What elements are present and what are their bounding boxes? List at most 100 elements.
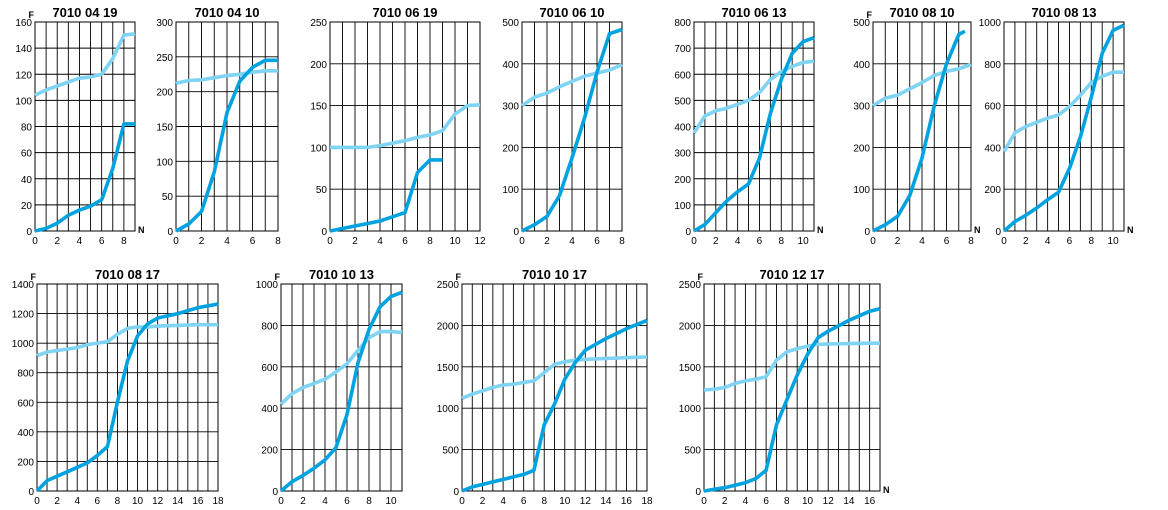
chart-title: 7010 04 19: [52, 5, 117, 20]
y-tick-label: 0: [995, 227, 1001, 238]
y-tick-label: 300: [853, 102, 870, 113]
y-tick-label: 0: [453, 487, 459, 498]
y-tick-label: 1000: [256, 280, 279, 291]
x-tick-label: 2: [54, 236, 60, 247]
y-tick-label: 400: [674, 123, 691, 134]
x-tick-label: 2: [713, 236, 719, 247]
y-tick-label: 400: [261, 404, 278, 415]
chart-title: 7010 06 19: [372, 5, 437, 20]
plot-frame: [872, 21, 972, 232]
y-tick-label: 60: [21, 149, 33, 160]
x-tick-label: 6: [944, 236, 950, 247]
y-axis-label: F: [456, 272, 462, 282]
x-tick-label: 8: [366, 496, 372, 507]
y-tick-label: 20: [21, 201, 33, 212]
x-tick-label: 2: [54, 496, 60, 507]
chart-title: 7010 08 13: [1031, 5, 1096, 20]
y-tick-label: 50: [162, 192, 174, 203]
x-tick-label: 8: [121, 236, 127, 247]
y-tick-label: 100: [674, 201, 691, 212]
y-tick-label: 0: [513, 227, 519, 238]
series-line-dark: [693, 36, 815, 233]
y-tick-label: 0: [167, 227, 173, 238]
y-tick-label: 400: [984, 143, 1001, 154]
x-axis-label: N: [1127, 225, 1134, 235]
x-tick-label: 4: [1045, 236, 1051, 247]
series-line-dark: [521, 27, 623, 233]
y-tick-label: 40: [21, 175, 33, 186]
y-tick-label: 2500: [437, 280, 460, 291]
x-tick-label: 0: [691, 236, 697, 247]
x-tick-label: 16: [864, 496, 876, 507]
y-tick-label: 80: [21, 123, 33, 134]
chart-7: 0 2 4 6 8 10 0 200 400 600 800 1000 7010 08 13 N: [979, 5, 1134, 247]
y-axis-label: F: [31, 272, 37, 282]
plot-frame: [36, 283, 219, 492]
series-line-light: [1002, 70, 1124, 153]
chart-title: 7010 12 17: [759, 267, 824, 282]
y-tick-label: 600: [984, 102, 1001, 113]
x-tick-label: 14: [172, 496, 184, 507]
x-tick-label: 0: [459, 496, 465, 507]
series-line-light: [279, 329, 403, 406]
chart-title: 7010 06 10: [539, 5, 604, 20]
y-tick-label: 0: [685, 227, 691, 238]
series-line-light: [520, 62, 623, 108]
x-tick-label: 10: [802, 496, 814, 507]
x-tick-label: 0: [327, 236, 333, 247]
series-line-dark: [872, 29, 966, 233]
chart-4: 0 2 4 6 8 0 100 200 300 400 500 7010 06 10: [502, 5, 625, 247]
x-tick-label: 6: [1067, 236, 1073, 247]
y-tick-label: 1000: [979, 18, 1002, 29]
x-tick-label: 0: [34, 496, 40, 507]
x-axis-label: N: [817, 225, 824, 235]
x-tick-label: 4: [569, 236, 575, 247]
x-tick-label: 0: [278, 496, 284, 507]
y-tick-label: 1400: [12, 280, 35, 291]
chart-title: 7010 10 13: [309, 267, 374, 282]
series-line-light: [175, 69, 278, 86]
x-tick-label: 10: [559, 496, 571, 507]
x-tick-label: 18: [212, 496, 224, 507]
x-tick-label: 0: [1001, 236, 1007, 247]
x-tick-label: 10: [385, 496, 397, 507]
y-tick-label: 400: [502, 60, 519, 71]
x-tick-label: 2: [895, 236, 901, 247]
x-tick-label: 10: [449, 236, 461, 247]
series-line-light: [872, 62, 972, 108]
y-tick-label: 1000: [437, 404, 460, 415]
series-line-light: [34, 32, 136, 97]
y-axis-label: F: [29, 10, 35, 20]
y-tick-label: 0: [26, 227, 32, 238]
x-tick-label: 12: [580, 496, 592, 507]
x-tick-label: 2: [722, 496, 728, 507]
y-tick-label: 0: [864, 227, 870, 238]
y-tick-label: 600: [261, 363, 278, 374]
x-tick-label: 8: [427, 236, 433, 247]
x-tick-label: 10: [798, 236, 810, 247]
y-tick-label: 250: [310, 18, 327, 29]
y-tick-label: 800: [261, 321, 278, 332]
x-tick-label: 0: [173, 236, 179, 247]
chart-10: 0 2 4 6 8 10 12 14 16 18 0 500 1000 1500 2000 2500 7010 …: [437, 267, 653, 507]
x-tick-label: 2: [352, 236, 358, 247]
y-tick-label: 250: [156, 53, 173, 64]
y-tick-label: 500: [442, 446, 459, 457]
x-tick-label: 4: [377, 236, 383, 247]
y-tick-label: 100: [853, 185, 870, 196]
x-tick-label: 12: [474, 236, 486, 247]
x-tick-label: 6: [521, 496, 527, 507]
x-tick-label: 0: [701, 496, 707, 507]
y-axis-label: F: [867, 10, 873, 20]
chart-title: 7010 06 13: [721, 5, 786, 20]
x-tick-label: 10: [1108, 236, 1120, 247]
y-tick-label: 100: [156, 157, 173, 168]
y-tick-label: 400: [853, 60, 870, 71]
chart-title: 7010 10 17: [522, 267, 587, 282]
chart-title: 7010 08 10: [889, 5, 954, 20]
x-tick-label: 2: [199, 236, 205, 247]
x-axis-label: N: [138, 225, 145, 235]
y-tick-label: 200: [502, 143, 519, 154]
